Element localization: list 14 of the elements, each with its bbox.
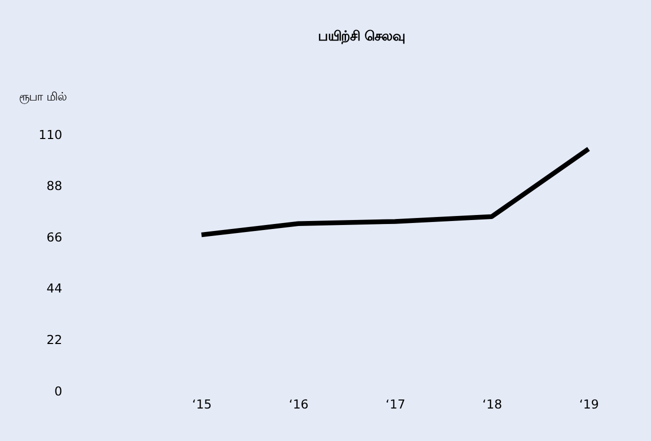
x-tick-label: ‘17 [386, 398, 406, 412]
x-tick-label: ‘19 [579, 398, 599, 412]
line-series [199, 146, 591, 238]
chart-title: பயிற்சி செலவு [318, 29, 404, 44]
y-axis-title: ரூபா மில் [19, 89, 67, 104]
y-tick-label: 88 [46, 179, 62, 194]
x-tick-label: ‘18 [482, 398, 502, 412]
x-tick-label: ‘15 [192, 398, 212, 412]
y-tick-label: 22 [46, 333, 62, 348]
x-tick-label: ‘16 [288, 398, 309, 412]
y-tick-label: 0 [54, 384, 62, 398]
y-tick-label: 66 [46, 230, 62, 244]
y-tick-label: 44 [46, 282, 62, 296]
y-tick-label: 110 [38, 128, 62, 142]
